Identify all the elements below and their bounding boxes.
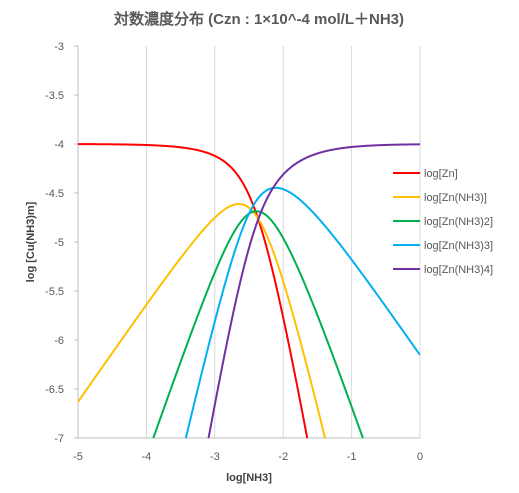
x-tick-label: -4 [142, 451, 152, 463]
y-tick-label: -5 [54, 237, 64, 249]
x-tick-labels: -5 -4 -3 -2 -1 0 [73, 451, 423, 463]
y-tick-label: -6.5 [45, 384, 64, 396]
series-line [78, 203, 327, 438]
y-tick-labels: -3 -3.5 -4 -4.5 -5 -5.5 -6 -6.5 -7 [45, 41, 78, 445]
x-tick-label: -3 [210, 451, 220, 463]
x-tick-label: -1 [347, 451, 357, 463]
grid [77, 46, 421, 439]
legend-label: log[Zn(NH3)2] [424, 216, 493, 228]
x-tick-label: -2 [278, 451, 288, 463]
y-tick-label: -3 [54, 41, 64, 53]
y-tick-label: -4.5 [45, 188, 64, 200]
legend-label: log[Zn(NH3)3] [424, 240, 493, 252]
y-tick-label: -5.5 [45, 286, 64, 298]
y-tick-label: -6 [54, 335, 64, 347]
legend-label: log[Zn] [424, 168, 458, 180]
chart-title: 対数濃度分布 (Czn : 1×10^-4 mol/L＋NH3) [113, 10, 404, 28]
y-axis-label: log [Cu(NH3)m] [25, 201, 37, 282]
series-line [207, 143, 420, 438]
series-lines [78, 143, 420, 438]
series-line [152, 210, 364, 438]
x-tick-label: 0 [417, 451, 423, 463]
x-tick-label: -5 [73, 451, 83, 463]
y-tick-label: -4 [54, 139, 64, 151]
legend: log[Zn] log[Zn(NH3)] log[Zn(NH3)2] log[Zn(N… [393, 168, 493, 276]
legend-label: log[Zn(NH3)4] [424, 264, 493, 276]
y-tick-label: -7 [54, 433, 64, 445]
series-line [184, 186, 420, 438]
x-axis-label: log[NH3] [226, 472, 272, 484]
series-line [78, 143, 309, 438]
y-tick-label: -3.5 [45, 90, 64, 102]
legend-label: log[Zn(NH3)] [424, 192, 487, 204]
